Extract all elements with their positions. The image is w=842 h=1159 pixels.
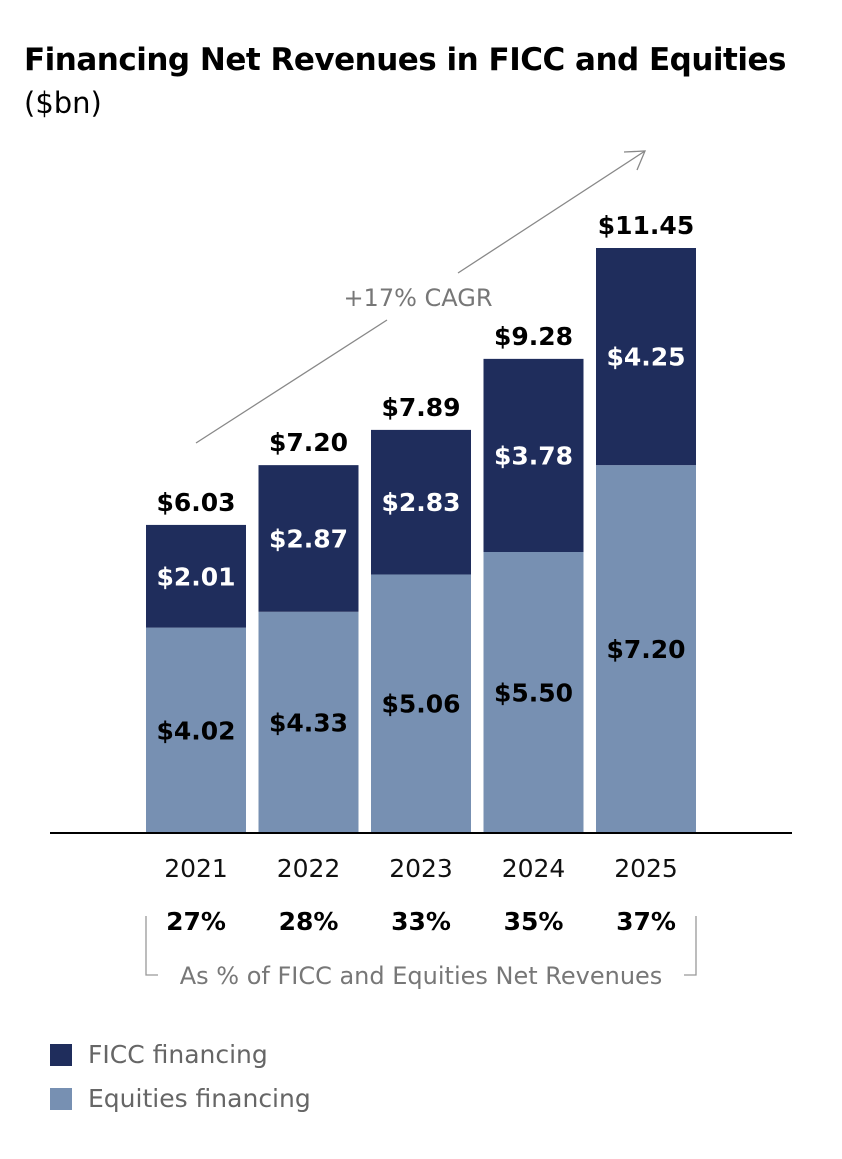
total-label-2022: $7.20 xyxy=(269,428,348,457)
percent-label-2022: 28% xyxy=(279,907,339,936)
data-label-equities-2024: $5.50 xyxy=(494,678,573,707)
total-label-2025: $11.45 xyxy=(598,211,694,240)
chart-title: Financing Net Revenues in FICC and Equit… xyxy=(24,42,786,78)
chart-subtitle: ($bn) xyxy=(24,86,102,120)
x-tick-label-2021: 2021 xyxy=(164,854,228,883)
bar-equities-2025 xyxy=(596,465,696,833)
total-label-2024: $9.28 xyxy=(494,322,573,351)
bar-equities-2023 xyxy=(371,574,471,833)
percent-caption: As % of FICC and Equities Net Revenues xyxy=(180,962,663,990)
percent-label-2023: 33% xyxy=(391,907,451,936)
data-label-ficc-2025: $4.25 xyxy=(606,343,685,372)
x-tick-label-2024: 2024 xyxy=(502,854,566,883)
legend-label-ficc: FICC financing xyxy=(88,1040,268,1069)
x-tick-label-2025: 2025 xyxy=(614,854,678,883)
bar-equities-2021 xyxy=(146,627,246,833)
bar-ficc-2024 xyxy=(483,358,584,552)
data-label-equities-2021: $4.02 xyxy=(156,716,235,745)
cagr-arrow-line-lower xyxy=(195,319,388,444)
bracket-right xyxy=(684,916,697,976)
legend-swatch-equities xyxy=(50,1087,72,1110)
bar-ficc-2023 xyxy=(371,429,471,575)
bar-ficc-2025 xyxy=(596,248,696,466)
legend-item-equities: Equities financing xyxy=(50,1084,311,1113)
bracket-left xyxy=(145,916,158,976)
cagr-annotation: +17% CAGR xyxy=(343,284,492,312)
data-label-equities-2022: $4.33 xyxy=(269,708,348,737)
cagr-arrow-line-upper xyxy=(457,150,646,274)
percent-label-2025: 37% xyxy=(616,907,676,936)
data-label-equities-2023: $5.06 xyxy=(381,690,460,719)
bar-equities-2024 xyxy=(483,551,584,833)
bar-ficc-2022 xyxy=(258,465,359,612)
bar-ficc-2021 xyxy=(146,524,246,628)
x-tick-label-2023: 2023 xyxy=(389,854,453,883)
cagr-arrowhead-icon xyxy=(623,150,646,171)
data-label-ficc-2022: $2.87 xyxy=(269,524,348,553)
x-tick-label-2022: 2022 xyxy=(277,854,341,883)
legend-item-ficc: FICC financing xyxy=(50,1040,268,1069)
bar-equities-2022 xyxy=(258,611,359,833)
legend-swatch-ficc xyxy=(50,1043,72,1066)
legend-label-equities: Equities financing xyxy=(88,1084,311,1113)
total-label-2023: $7.89 xyxy=(381,393,460,422)
data-label-equities-2025: $7.20 xyxy=(606,635,685,664)
data-label-ficc-2024: $3.78 xyxy=(494,441,573,470)
percent-label-2024: 35% xyxy=(504,907,564,936)
total-label-2021: $6.03 xyxy=(156,488,235,517)
percent-label-2021: 27% xyxy=(166,907,226,936)
data-label-ficc-2021: $2.01 xyxy=(156,562,235,591)
data-label-ficc-2023: $2.83 xyxy=(381,488,460,517)
